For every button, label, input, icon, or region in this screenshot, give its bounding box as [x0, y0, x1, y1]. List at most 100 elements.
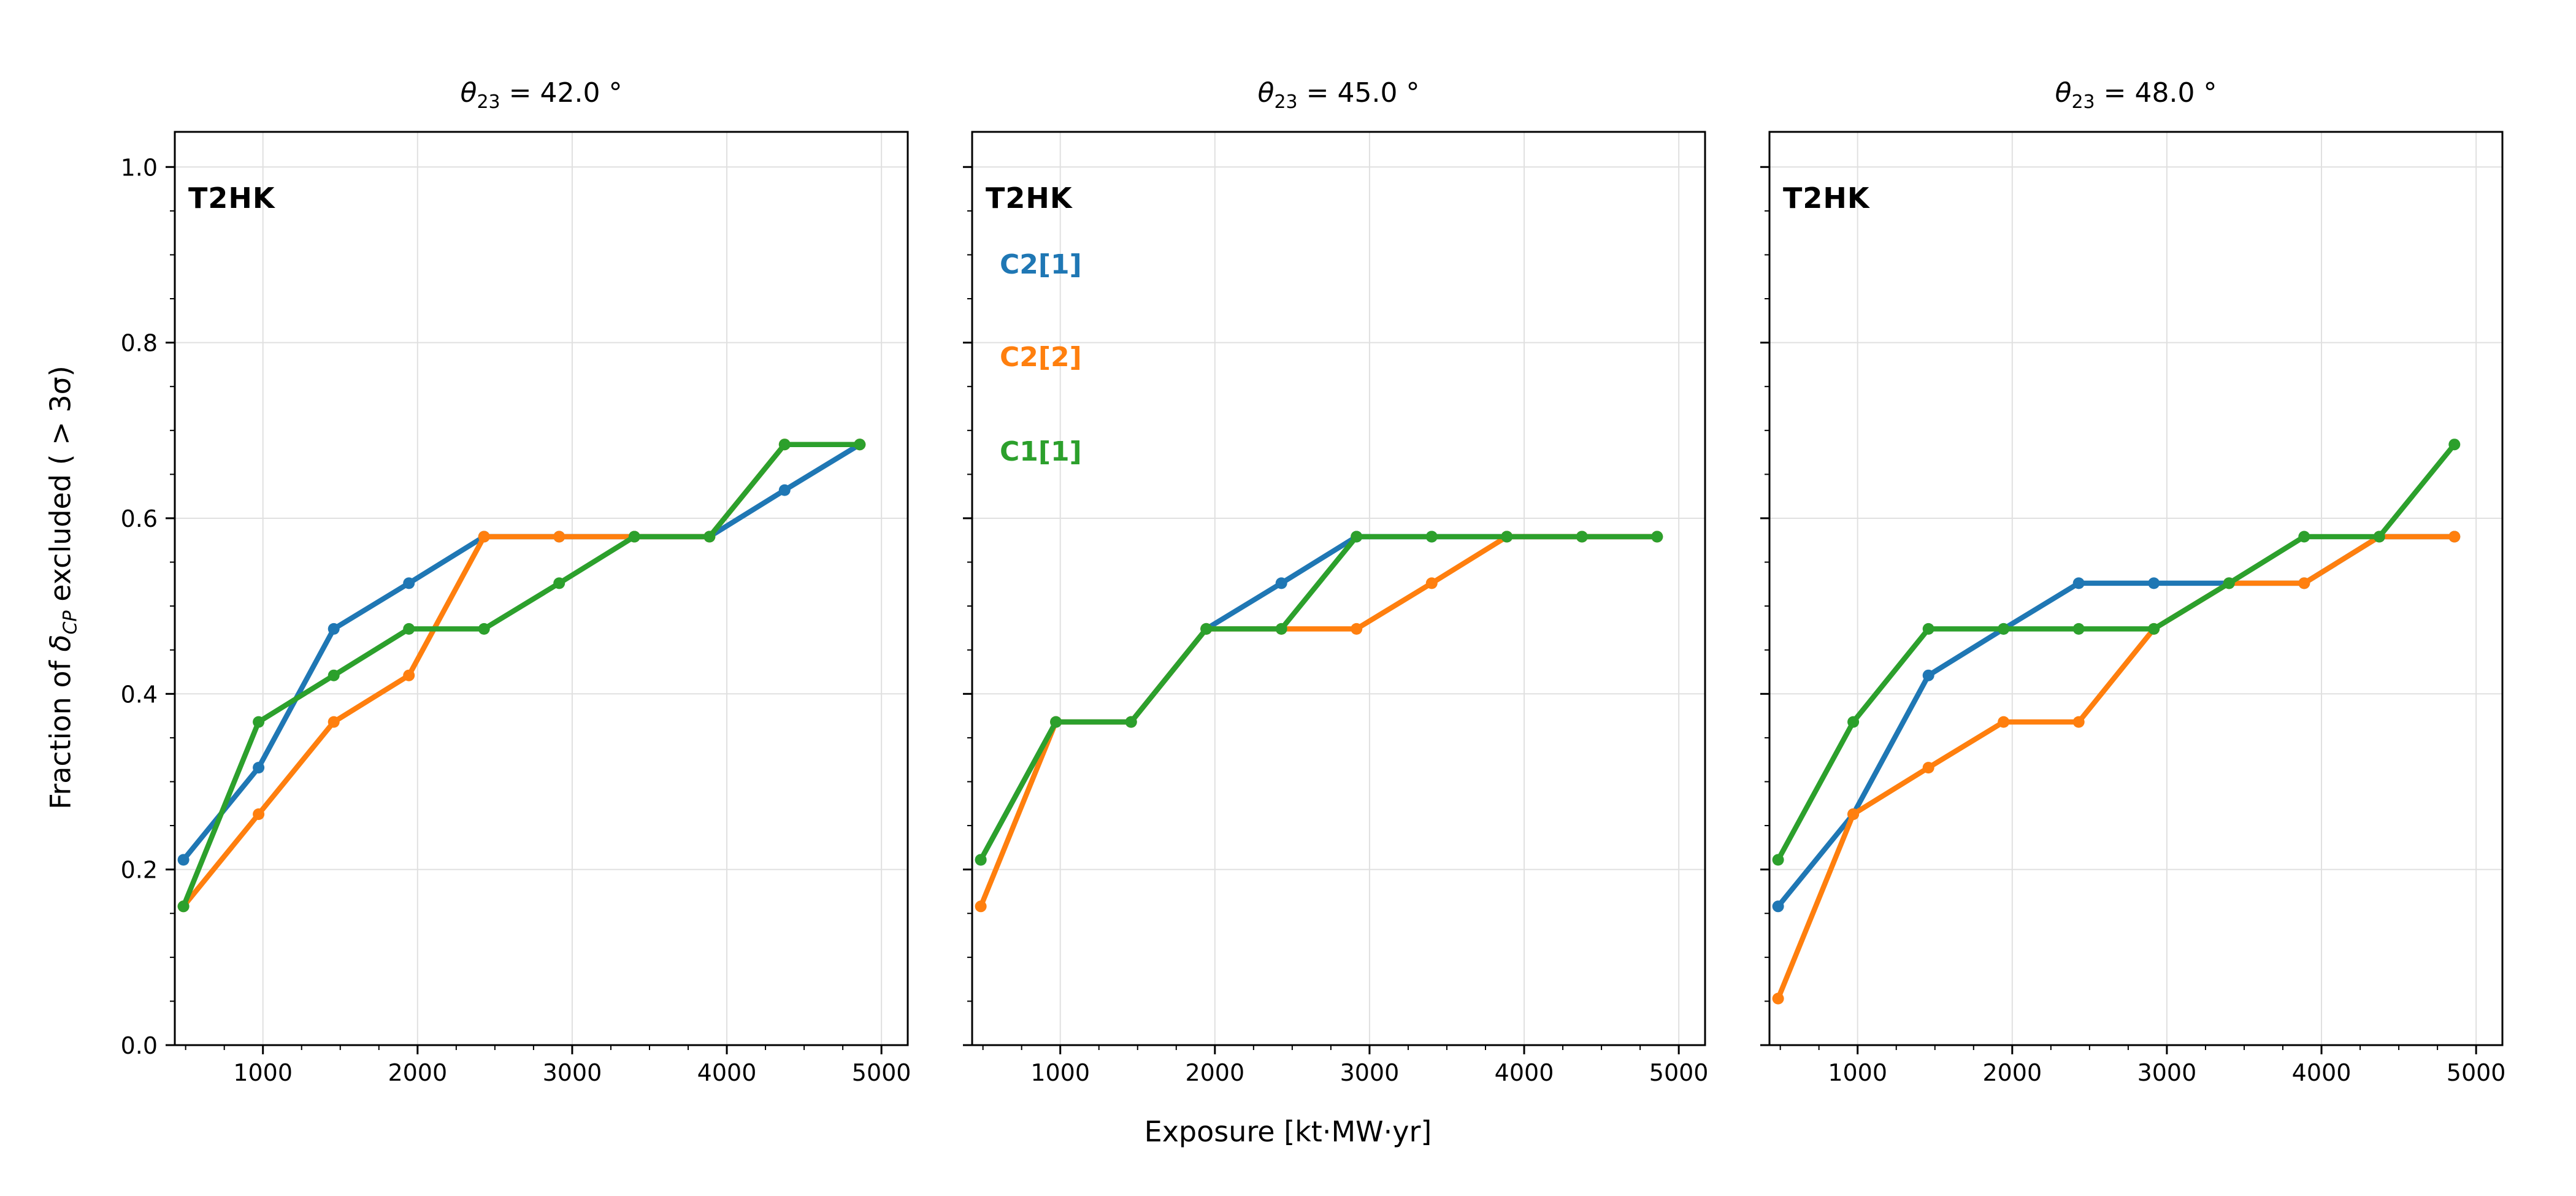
x-tick-label: 1000: [233, 1059, 293, 1086]
plot-area-panel-1: 1000 2000 3000 4000 5000 0.0 0.2 0.4 0.6 0.8 1.0: [121, 131, 911, 1086]
series-line-C2[1]: [180, 442, 863, 863]
theta-subscript: 23: [2071, 91, 2095, 113]
y-axis-label: Fraction of δCP excluded ( > 3σ): [44, 366, 81, 810]
data-point-C2[1]: [328, 623, 340, 635]
data-point-C2[1]: [1772, 900, 1784, 913]
data-point-C2[2]: [328, 716, 340, 728]
theta-subscript: 23: [1274, 91, 1298, 113]
panel-title-theta23-48: θ23 = 48.0 °: [1769, 77, 2502, 114]
y-tick-label: 0.6: [121, 505, 158, 532]
data-point-C2[2]: [2072, 716, 2085, 728]
data-point-C2[2]: [1772, 992, 1784, 1005]
data-point-C2[1]: [2148, 577, 2160, 589]
plot-area-panel-3: 1000 2000 3000 4000 5000: [1760, 131, 2506, 1086]
data-point-C2[2]: [253, 808, 265, 820]
data-point-C1[1]: [2072, 623, 2085, 635]
series-line-C2[2]: [180, 442, 863, 910]
series-line-C2[2]: [1775, 534, 2458, 1002]
data-point-C1[1]: [1200, 623, 1213, 635]
x-tick-label: 4000: [697, 1059, 757, 1086]
data-point-C1[1]: [553, 577, 565, 589]
panel-title-theta23-42: θ23 = 42.0 °: [175, 77, 908, 114]
legend-item-c2-2: C2[2]: [1000, 342, 1082, 373]
x-axis-label: Exposure [kt·MW·yr]: [1144, 1115, 1432, 1148]
data-point-C1[1]: [1651, 531, 1663, 543]
data-point-C1[1]: [328, 669, 340, 681]
data-point-C2[2]: [1998, 716, 2010, 728]
data-point-C2[2]: [975, 900, 987, 913]
data-point-C1[1]: [1501, 531, 1513, 543]
data-point-C1[1]: [1050, 716, 1062, 728]
data-point-C2[1]: [1922, 669, 1934, 681]
x-tick-label: 4000: [2292, 1059, 2352, 1086]
data-point-C2[2]: [1425, 577, 1438, 589]
data-point-C1[1]: [1125, 716, 1137, 728]
data-point-C1[1]: [854, 439, 866, 451]
data-point-C1[1]: [1998, 623, 2010, 635]
data-point-C2[2]: [1351, 623, 1363, 635]
experiment-label: T2HK: [986, 182, 1073, 215]
x-tick-label: 1000: [1828, 1059, 1887, 1086]
data-point-C1[1]: [1772, 854, 1784, 866]
theta-symbol: θ: [460, 77, 477, 109]
y-tick-label: 0.0: [121, 1032, 158, 1059]
x-tick-label: 1000: [1030, 1059, 1090, 1086]
data-point-C2[1]: [1275, 577, 1287, 589]
data-point-C1[1]: [2373, 531, 2385, 543]
x-tick-label: 5000: [2447, 1059, 2506, 1086]
legend-item-c1-1: C1[1]: [1000, 436, 1082, 467]
experiment-label: T2HK: [1783, 182, 1870, 215]
data-point-C1[1]: [975, 854, 987, 866]
data-point-C2[1]: [403, 577, 415, 589]
data-point-C1[1]: [1275, 623, 1287, 635]
x-tick-label: 3000: [2137, 1059, 2197, 1086]
theta-symbol: θ: [1257, 77, 1275, 109]
series-line-C1[1]: [978, 534, 1660, 863]
x-tick-label: 4000: [1495, 1059, 1554, 1086]
y-tick-label: 0.4: [121, 681, 158, 708]
data-point-C1[1]: [177, 900, 190, 913]
plot-area-panel-2: 1000 2000 3000 4000 5000: [963, 131, 1709, 1086]
data-point-C1[1]: [2223, 577, 2235, 589]
data-point-C2[2]: [2448, 531, 2461, 543]
data-point-C2[2]: [478, 531, 490, 543]
delta-cp-symbol: δCP: [44, 610, 82, 652]
data-point-C1[1]: [403, 623, 415, 635]
data-point-C1[1]: [628, 531, 640, 543]
y-tick-label: 1.0: [121, 154, 158, 181]
legend-item-c2-1: C2[1]: [1000, 249, 1082, 280]
data-point-C1[1]: [1576, 531, 1588, 543]
data-point-C1[1]: [1922, 623, 1934, 635]
series-line-C1[1]: [180, 442, 863, 910]
x-tick-label: 3000: [1340, 1059, 1400, 1086]
data-point-C1[1]: [253, 716, 265, 728]
data-point-C1[1]: [2148, 623, 2160, 635]
data-point-C2[1]: [778, 484, 791, 496]
panel-title-theta23-45: θ23 = 45.0 °: [972, 77, 1705, 114]
x-tick-label: 2000: [1185, 1059, 1244, 1086]
y-label-pre: Fraction of: [44, 651, 77, 810]
data-point-C1[1]: [2448, 439, 2461, 451]
data-point-C2[1]: [177, 854, 190, 866]
title-value: = 42.0 °: [500, 77, 623, 109]
x-tick-label: 2000: [1982, 1059, 2042, 1086]
y-tick-label: 0.8: [121, 330, 158, 357]
data-point-C2[1]: [253, 762, 265, 774]
theta-symbol: θ: [2055, 77, 2072, 109]
title-value: = 45.0 °: [1297, 77, 1420, 109]
series-line-C1[1]: [1775, 442, 2458, 863]
data-point-C1[1]: [778, 439, 791, 451]
data-point-C1[1]: [1847, 716, 1860, 728]
data-point-C2[1]: [2072, 577, 2085, 589]
data-point-C1[1]: [1351, 531, 1363, 543]
data-point-C1[1]: [478, 623, 490, 635]
theta-subscript: 23: [477, 91, 500, 113]
data-point-C2[2]: [403, 669, 415, 681]
data-point-C2[2]: [2298, 577, 2310, 589]
x-tick-label: 2000: [388, 1059, 447, 1086]
title-value: = 48.0 °: [2095, 77, 2217, 109]
series-line-C2[1]: [1775, 534, 2458, 910]
data-point-C1[1]: [703, 531, 716, 543]
data-point-C2[2]: [1922, 762, 1934, 774]
